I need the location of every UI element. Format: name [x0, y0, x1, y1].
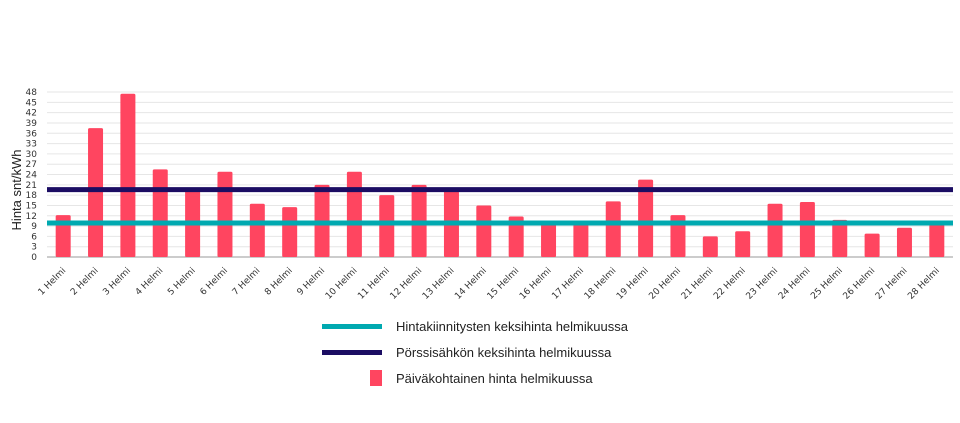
x-tick-label: 14 Helmi — [453, 266, 489, 302]
x-tick-label: 4 Helmi — [134, 266, 166, 298]
x-tick-label: 1 Helmi — [37, 266, 69, 298]
bar[interactable] — [767, 203, 783, 257]
y-tick-label: 36 — [26, 129, 38, 139]
y-tick-label: 12 — [26, 212, 37, 222]
x-tick-label: 8 Helmi — [263, 266, 295, 298]
reference-lines — [47, 187, 953, 226]
bar[interactable] — [605, 201, 621, 257]
bar[interactable] — [217, 171, 233, 257]
bar[interactable] — [541, 224, 557, 257]
y-tick-label: 24 — [26, 171, 38, 181]
x-tick-label: 17 Helmi — [550, 266, 586, 302]
x-tick-label: 24 Helmi — [777, 266, 813, 302]
legend-item-fixed-price[interactable]: Hintakiinnitysten keksihinta helmikuussa — [322, 313, 628, 339]
legend-label: Hintakiinnitysten keksihinta helmikuussa — [396, 318, 628, 334]
chart-grid — [47, 91, 953, 258]
x-tick-label: 26 Helmi — [842, 266, 878, 302]
bar[interactable] — [282, 207, 298, 257]
bar-series — [55, 93, 945, 257]
y-tick-label: 42 — [26, 109, 37, 119]
y-tick-label: 3 — [31, 243, 37, 253]
bar[interactable] — [55, 215, 71, 257]
x-tick-label: 7 Helmi — [231, 266, 263, 298]
y-tick-label: 0 — [31, 253, 37, 263]
bar[interactable] — [88, 128, 104, 257]
legend-item-daily-price[interactable]: Päiväkohtainen hinta helmikuussa — [322, 365, 628, 391]
bar[interactable] — [249, 203, 265, 257]
x-tick-label: 2 Helmi — [69, 266, 101, 298]
x-tick-label: 5 Helmi — [166, 266, 198, 298]
x-axis: 1 Helmi 2 Helmi 3 Helmi 4 Helmi 5 Helmi 6 Hel… — [37, 266, 942, 302]
bar[interactable] — [152, 169, 168, 257]
legend-swatch-red — [370, 370, 382, 386]
x-tick-label: 3 Helmi — [101, 266, 133, 298]
x-tick-label: 11 Helmi — [356, 266, 392, 302]
bar[interactable] — [864, 233, 880, 257]
legend-swatch-navy — [322, 349, 382, 355]
legend: Hintakiinnitysten keksihinta helmikuussa… — [322, 313, 628, 391]
x-tick-label: 18 Helmi — [583, 266, 619, 302]
bar[interactable] — [379, 195, 395, 257]
x-tick-label: 15 Helmi — [486, 266, 522, 302]
bar[interactable] — [735, 231, 751, 257]
y-tick-label: 27 — [26, 160, 37, 170]
y-tick-label: 33 — [26, 140, 37, 150]
bar[interactable] — [508, 216, 524, 257]
y-tick-label: 39 — [26, 119, 38, 129]
bar[interactable] — [120, 93, 136, 257]
y-tick-label: 6 — [31, 232, 37, 242]
legend-swatch-teal — [322, 323, 382, 329]
legend-label: Päiväkohtainen hinta helmikuussa — [396, 370, 593, 386]
bar[interactable] — [799, 202, 815, 257]
y-tick-label: 15 — [26, 201, 37, 211]
y-tick-label: 18 — [26, 191, 38, 201]
x-tick-label: 21 Helmi — [680, 266, 716, 302]
x-tick-label: 13 Helmi — [421, 266, 457, 302]
y-tick-label: 48 — [26, 88, 38, 98]
bar[interactable] — [573, 224, 589, 257]
y-tick-label: 9 — [31, 222, 37, 232]
bar[interactable] — [476, 205, 492, 257]
bar[interactable] — [929, 224, 945, 257]
legend-item-spot-price[interactable]: Pörssisähkön keksihinta helmikuussa — [322, 339, 628, 365]
legend-label: Pörssisähkön keksihinta helmikuussa — [396, 344, 612, 360]
bar[interactable] — [670, 215, 686, 257]
x-tick-label: 16 Helmi — [518, 266, 554, 302]
bar[interactable] — [896, 227, 912, 257]
bar[interactable] — [832, 219, 848, 257]
bar[interactable] — [702, 236, 718, 257]
x-tick-label: 6 Helmi — [198, 266, 230, 298]
x-tick-label: 22 Helmi — [712, 266, 748, 302]
x-tick-label: 10 Helmi — [324, 266, 360, 302]
y-axis-label: Hinta snt/kWh — [9, 150, 24, 231]
y-tick-label: 45 — [26, 98, 37, 108]
x-tick-label: 9 Helmi — [296, 266, 328, 298]
y-tick-label: 21 — [26, 181, 37, 191]
bar[interactable] — [638, 179, 654, 257]
x-tick-label: 12 Helmi — [389, 266, 425, 302]
bar[interactable] — [346, 171, 362, 257]
x-tick-label: 20 Helmi — [647, 266, 683, 302]
x-tick-label: 28 Helmi — [906, 266, 942, 302]
x-tick-label: 23 Helmi — [745, 266, 781, 302]
y-tick-label: 30 — [26, 150, 38, 160]
x-tick-label: 19 Helmi — [615, 266, 651, 302]
x-tick-label: 27 Helmi — [874, 266, 910, 302]
x-tick-label: 25 Helmi — [809, 266, 845, 302]
